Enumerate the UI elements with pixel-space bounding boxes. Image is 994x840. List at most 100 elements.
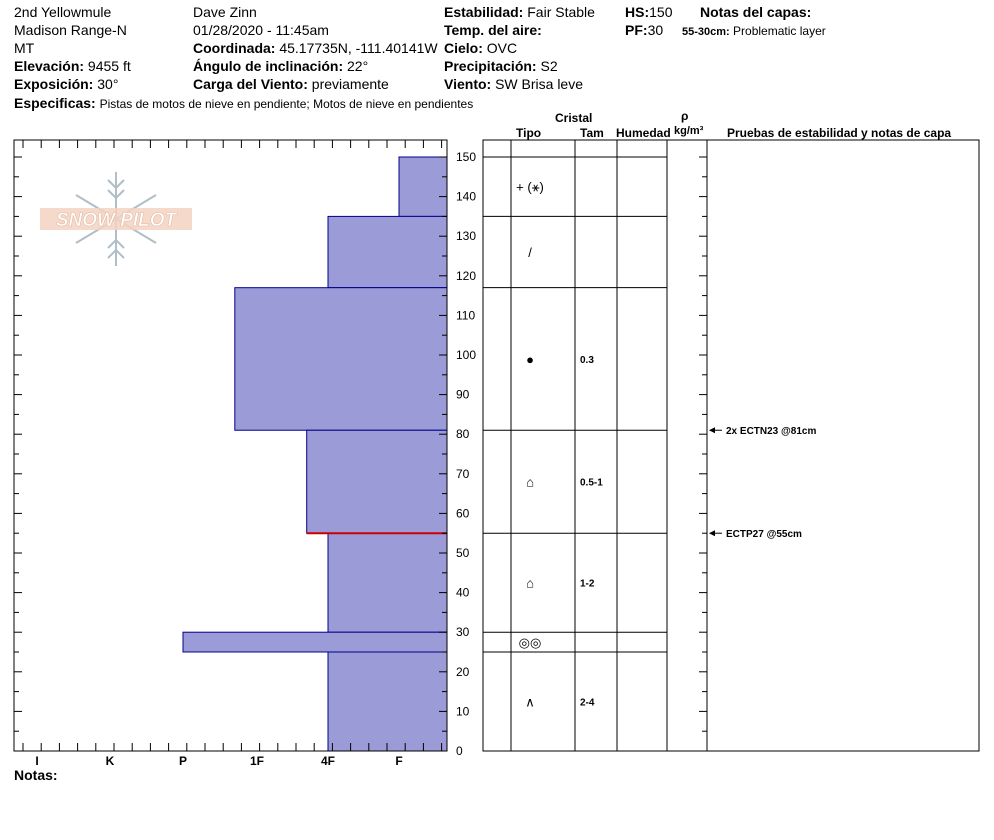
precip-label: Precipitación: xyxy=(444,58,537,74)
observation-datetime: 01/28/2020 - 11:45am xyxy=(193,22,329,38)
hardness-bar xyxy=(327,215,448,289)
elevation-label: Elevación: xyxy=(14,58,85,74)
column-moisture: Humedad xyxy=(616,126,671,140)
hardness-bar xyxy=(327,532,448,633)
y-tick-label: 0 xyxy=(456,744,463,758)
x-tick-label: F xyxy=(395,754,402,768)
pf-value: 30 xyxy=(647,22,664,38)
plot-frame xyxy=(13,139,448,752)
hs-label: HS: xyxy=(625,4,650,20)
crystal-size: 2-4 xyxy=(580,698,595,709)
column-density-unit: kg/m³ xyxy=(674,125,704,137)
x-tick-label: K xyxy=(106,754,115,768)
y-tick-label: 100 xyxy=(456,348,476,362)
crystal-size: 0.5-1 xyxy=(580,478,603,489)
x-tick-label: I xyxy=(35,754,38,768)
arrow-left-icon xyxy=(709,530,715,537)
y-tick-label: 150 xyxy=(456,150,476,164)
crystal-size: 1-2 xyxy=(580,579,595,590)
arrow-left-icon xyxy=(709,427,715,434)
elevation-row: Elevación: 9455 ft xyxy=(14,58,131,74)
exposure-value: 30° xyxy=(97,76,119,92)
elevation-value: 9455 ft xyxy=(87,58,131,74)
air-temp-row: Temp. del aire: xyxy=(444,22,542,38)
x-tick-label: P xyxy=(179,754,187,768)
crystal-type-icon: ◎◎ xyxy=(519,635,542,650)
wind-value: SW Brisa leve xyxy=(495,76,584,92)
specifics-text: Pistas de motos de nieve en pendiente; M… xyxy=(99,97,474,111)
layer-notes-row: 55-30cm: Problematic layer xyxy=(682,23,826,40)
coordinates-value: 45.17735N, -111.40141W xyxy=(279,40,438,56)
y-tick-label: 50 xyxy=(456,546,470,560)
column-tests: Pruebas de estabilidad y notas de capa xyxy=(727,126,952,140)
y-tick-label: 110 xyxy=(456,308,475,322)
column-crystal: Cristal xyxy=(555,111,593,125)
layer-notes-range: 55-30cm: xyxy=(682,26,730,38)
y-tick-label: 90 xyxy=(456,388,470,402)
stability-label: Estabilidad: xyxy=(444,4,524,20)
wind-row: Viento: SW Brisa leve xyxy=(444,76,583,92)
layer-table-frame xyxy=(482,139,980,752)
hs-row: HS:150 xyxy=(625,4,672,20)
x-tick-label: 1F xyxy=(250,754,264,768)
stability-value: Fair Stable xyxy=(527,4,595,20)
air-temp-label: Temp. del aire: xyxy=(444,22,542,38)
column-size: Tam xyxy=(580,126,604,140)
coordinates-row: Coordinada: 45.17735N, -111.40141W xyxy=(193,40,438,56)
coordinates-label: Coordinada: xyxy=(193,40,276,56)
range-name: Madison Range-N xyxy=(14,22,127,38)
wind-load-value: previamente xyxy=(311,76,389,92)
hardness-bar xyxy=(306,429,448,534)
state-name: MT xyxy=(14,40,35,56)
specifics-row: Especificas: Pistas de motos de nieve en… xyxy=(14,95,473,112)
hardness-bar xyxy=(182,631,448,653)
sky-label: Cielo: xyxy=(444,40,483,56)
observer-name: Dave Zinn xyxy=(193,4,257,20)
crystal-size: 0.3 xyxy=(580,355,594,366)
logo-text: SNOW PILOT xyxy=(56,210,178,231)
y-tick-label: 140 xyxy=(456,190,476,204)
crystal-type-icon: ∧ xyxy=(525,695,535,710)
notes-label: Notas: xyxy=(14,767,58,783)
crystal-type-icon: / xyxy=(528,245,532,260)
wind-load-row: Carga del Viento: previamente xyxy=(193,76,389,92)
specifics-label: Especificas: xyxy=(14,95,96,111)
pf-label: PF: xyxy=(625,22,648,38)
slope-value: 22° xyxy=(347,58,369,74)
layer-notes-label: Notas del capas: xyxy=(700,4,812,20)
sky-value: OVC xyxy=(486,40,518,56)
crystal-type-icon: ⌂ xyxy=(526,475,534,490)
stability-row: Estabilidad: Fair Stable xyxy=(444,4,595,20)
hardness-bar xyxy=(398,156,448,217)
snowpilot-logo: SNOW PILOT xyxy=(40,172,192,266)
hardness-bar xyxy=(327,651,448,752)
y-tick-label: 10 xyxy=(456,704,470,718)
wind-label: Viento: xyxy=(444,76,492,92)
wind-load-label: Carga del Viento: xyxy=(193,76,308,92)
precip-row: Precipitación: S2 xyxy=(444,58,558,74)
stability-test-note: ECTP27 @55cm xyxy=(726,529,802,540)
y-tick-label: 60 xyxy=(456,506,470,520)
slope-row: Ángulo de inclinación: 22° xyxy=(193,58,368,74)
location-name: 2nd Yellowmule xyxy=(14,4,112,20)
precip-value: S2 xyxy=(540,58,558,74)
pf-row: PF:30 xyxy=(625,22,663,38)
slope-label: Ángulo de inclinación: xyxy=(193,58,344,74)
crystal-type-icon: ● xyxy=(526,352,534,367)
y-tick-label: 40 xyxy=(456,586,470,600)
crystal-type-icon: + (⚹) xyxy=(516,180,544,195)
y-tick-label: 30 xyxy=(456,625,470,639)
sky-row: Cielo: OVC xyxy=(444,40,520,56)
y-tick-label: 70 xyxy=(456,467,470,481)
x-tick-label: 4F xyxy=(321,754,335,768)
y-tick-label: 20 xyxy=(456,665,470,679)
column-rho: ρ xyxy=(681,109,689,123)
column-type: Tipo xyxy=(516,126,542,140)
y-tick-label: 130 xyxy=(456,229,476,243)
stability-test-note: 2x ECTN23 @81cm xyxy=(726,426,816,437)
exposure-row: Exposición: 30° xyxy=(14,76,118,92)
y-tick-label: 80 xyxy=(456,427,470,441)
layer-notes-text: Problematic layer xyxy=(733,24,826,38)
hardness-bar xyxy=(234,287,448,431)
